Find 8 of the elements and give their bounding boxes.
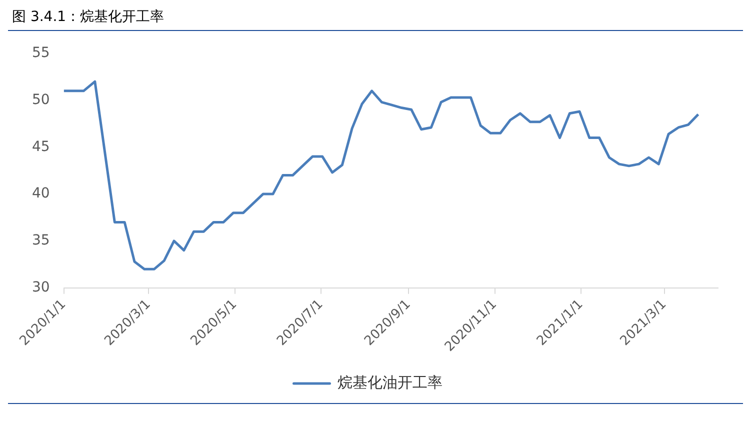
y-tick-label: 50	[32, 92, 50, 108]
y-tick-label: 40	[32, 186, 50, 202]
y-tick-label: 55	[32, 45, 50, 62]
y-tick-label: 30	[32, 279, 50, 296]
legend-label: 烷基化油开工率	[337, 373, 442, 392]
chart-title: 图 3.4.1：烷基化开工率	[8, 8, 743, 31]
y-tick-label: 35	[32, 232, 50, 249]
y-tick-label: 45	[32, 138, 50, 155]
